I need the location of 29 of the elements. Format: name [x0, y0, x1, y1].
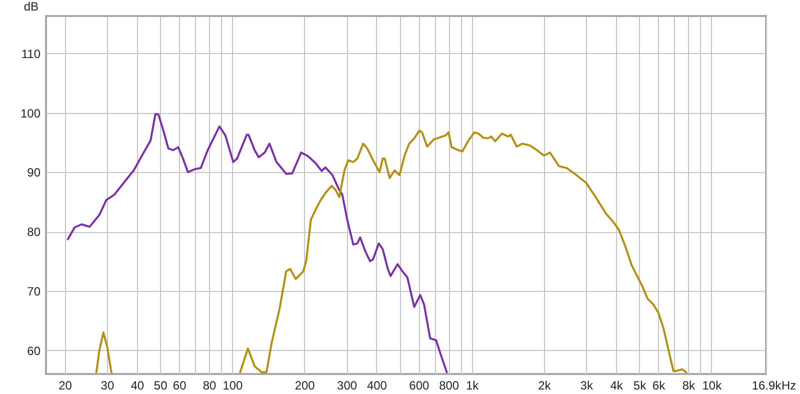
- y-tick-label: 60: [27, 344, 41, 358]
- y-axis-title: dB: [24, 0, 38, 14]
- x-tick-label: 60: [172, 378, 187, 392]
- x-tick-label: 3k: [580, 378, 594, 392]
- x-tick-label: 4k: [610, 378, 624, 392]
- x-tick-label: 2k: [538, 378, 552, 392]
- y-tick-label: 90: [27, 166, 41, 180]
- y-tick-label: 100: [20, 106, 41, 120]
- x-tick-label: 1k: [466, 378, 480, 392]
- x-tick-label: 8k: [682, 378, 696, 392]
- x-tick-label: 30: [100, 378, 114, 392]
- x-tick-label: 6k: [652, 378, 666, 392]
- x-axis-title: Hz: [782, 378, 796, 392]
- y-tick-label: 70: [27, 284, 41, 298]
- x-tick-label: 40: [130, 378, 144, 392]
- x-tick-label: 20: [58, 378, 72, 392]
- x-tick-label: 300: [337, 378, 358, 392]
- x-tick-label: 50: [154, 378, 168, 392]
- x-tick-label: 100: [222, 378, 244, 392]
- x-tick-label: 16.9k: [752, 378, 782, 392]
- x-tick-label: 800: [439, 378, 460, 392]
- x-tick-label: 600: [409, 378, 430, 392]
- y-tick-label: 110: [21, 46, 41, 61]
- x-tick-label: 80: [202, 378, 217, 392]
- x-tick-label: 400: [366, 378, 388, 392]
- y-tick-label: 80: [27, 225, 41, 240]
- x-tick-label: 10k: [702, 378, 723, 392]
- x-tick-label: 200: [294, 378, 316, 392]
- x-tick-label: 5k: [633, 378, 648, 392]
